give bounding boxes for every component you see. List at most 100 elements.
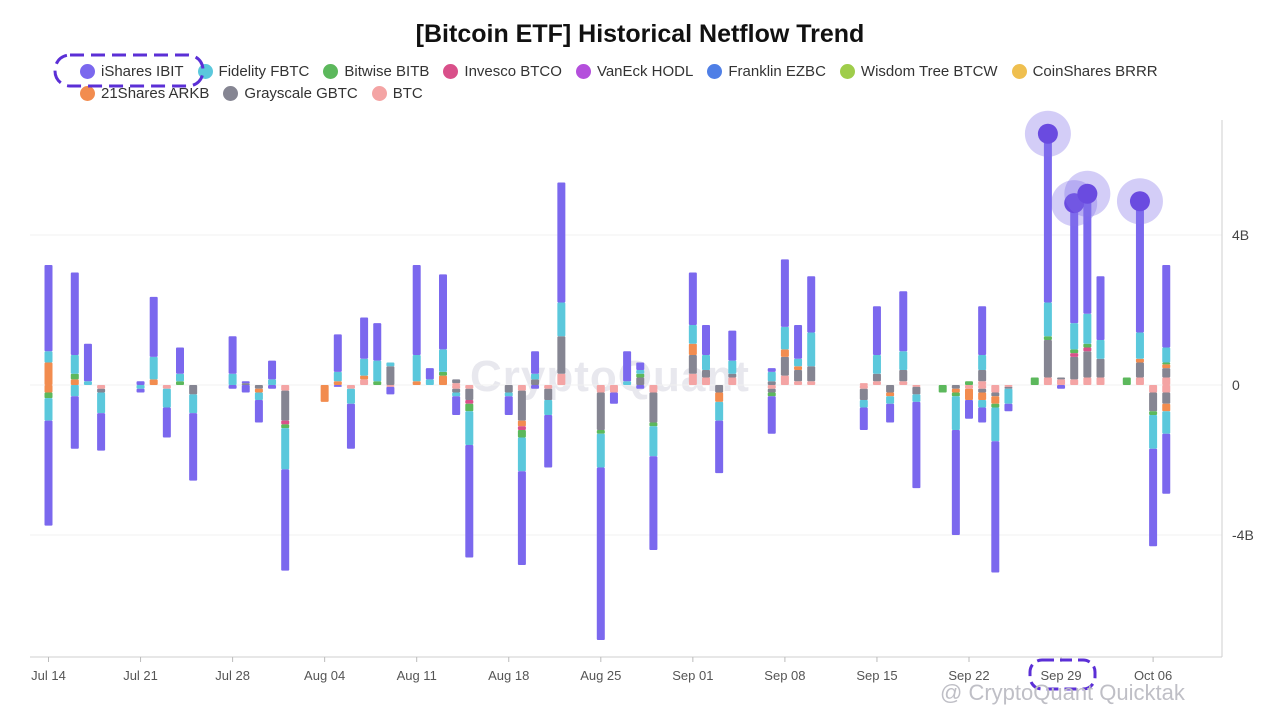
bar-segment	[978, 400, 987, 408]
legend-dot-icon	[707, 63, 723, 79]
bar-segment	[373, 360, 382, 382]
bar-segment	[636, 373, 645, 378]
bar-segment	[596, 385, 605, 393]
bar-segment	[1083, 351, 1092, 378]
legend-label: iShares IBIT	[101, 62, 184, 80]
bar-segment	[965, 388, 973, 400]
chart-title: [Bitcoin ETF] Historical Netflow Trend	[415, 20, 865, 48]
bar-segment	[228, 336, 237, 374]
bar-segment	[1149, 385, 1158, 393]
bar-segment	[1096, 377, 1105, 385]
bar-segment	[767, 371, 776, 382]
bar-segment	[1162, 411, 1171, 434]
bar-segment	[951, 385, 960, 389]
bar-segment	[1083, 347, 1092, 352]
peak-highlight-marker	[1129, 191, 1150, 212]
legend-label: Franklin EZBC	[728, 62, 826, 80]
bar-segment	[1135, 201, 1144, 333]
bar-segment	[991, 403, 1000, 408]
legend-item-21shares-arkb[interactable]: 21Shares ARKB	[80, 85, 209, 102]
bar-segment	[978, 392, 987, 400]
bar-segment	[439, 371, 447, 376]
bar-segment	[373, 381, 382, 385]
bar-segment	[728, 377, 737, 385]
bar-segment	[517, 471, 526, 565]
legend-dot-icon	[839, 63, 855, 79]
bar-segment	[859, 400, 868, 408]
bar-segment	[1162, 364, 1171, 369]
bar-segment	[320, 385, 329, 402]
bar-segment	[978, 355, 987, 370]
bar-segment	[360, 379, 369, 385]
bar-segment	[715, 420, 724, 474]
bar-segment	[767, 388, 776, 393]
bar-segment	[965, 381, 973, 385]
legend-item-bitwise-bitb[interactable]: Bitwise BITB	[323, 63, 429, 80]
bar-segment	[1070, 379, 1079, 385]
bar-segment	[794, 325, 803, 359]
bar-segment	[452, 392, 461, 397]
bar-segment	[386, 386, 395, 395]
bar-segment	[149, 356, 158, 380]
bar-segment	[1162, 362, 1171, 365]
bar-segment	[899, 291, 908, 352]
bar-segment	[1149, 415, 1158, 449]
bar-segment	[1149, 411, 1158, 415]
bar-segment	[767, 392, 776, 397]
bar-segment	[688, 325, 697, 344]
bar-segment	[636, 377, 645, 385]
bar-segment	[859, 383, 868, 385]
legend-item-invesco-btco[interactable]: Invesco BTCO	[443, 63, 562, 80]
x-tick-label: Aug 11	[397, 668, 437, 683]
legend-item-ishares-ibit[interactable]: iShares IBIT	[80, 63, 184, 80]
bar-segment	[504, 385, 513, 393]
legend-item-coinshares-brrr[interactable]: CoinShares BRRR	[1011, 63, 1158, 80]
peak-highlight-marker	[1037, 123, 1058, 144]
legend-item-wisdom-tree-btcw[interactable]: Wisdom Tree BTCW	[839, 63, 998, 80]
bar-segment	[149, 379, 158, 385]
legend-label: Invesco BTCO	[464, 62, 562, 80]
legend-item-vaneck-hodl[interactable]: VanEck HODL	[575, 63, 693, 80]
bar-segment	[780, 349, 789, 357]
bar-segment	[1162, 368, 1171, 378]
bar-segment	[780, 356, 789, 376]
x-tick-label: Jul 21	[123, 668, 158, 683]
bar-segment	[859, 407, 868, 430]
bar-segment	[544, 388, 553, 400]
bar-segment	[912, 385, 921, 387]
bar-segment	[1096, 340, 1105, 359]
bar-segment	[504, 392, 513, 397]
bar-segment	[859, 388, 868, 400]
bar-segment	[886, 392, 895, 397]
bar-segment	[254, 388, 263, 393]
bar-segment	[1162, 265, 1171, 348]
bar-segment	[978, 370, 987, 382]
bar-segment	[465, 411, 474, 445]
bar-segment	[609, 392, 618, 404]
bar-segment	[978, 306, 987, 355]
x-tick-label: Sep 22	[948, 668, 989, 683]
bar-segment	[1162, 433, 1171, 494]
bar-segment	[649, 426, 658, 457]
bar-segment	[425, 379, 434, 385]
bar-segment	[991, 392, 1000, 397]
bar-segment	[176, 347, 184, 374]
bar-segment	[531, 385, 540, 389]
bar-segment	[412, 381, 421, 385]
legend-item-btc[interactable]: BTC	[371, 85, 423, 102]
x-tick-label: Sep 01	[672, 668, 713, 683]
bar-segment	[1135, 362, 1144, 378]
bar-segment	[70, 272, 79, 355]
bar-segment	[412, 265, 421, 355]
legend-item-grayscale-gbtc[interactable]: Grayscale GBTC	[223, 85, 358, 102]
bar-segment	[649, 385, 658, 393]
x-tick-label: Sep 15	[856, 668, 897, 683]
bar-segment	[951, 430, 960, 535]
bar-segment	[1083, 193, 1092, 314]
bar-segment	[544, 415, 553, 468]
bar-segment	[596, 392, 605, 430]
bar-segment	[1162, 377, 1171, 385]
legend-item-franklin-ezbc[interactable]: Franklin EZBC	[707, 63, 826, 80]
bar-segment	[978, 407, 987, 423]
